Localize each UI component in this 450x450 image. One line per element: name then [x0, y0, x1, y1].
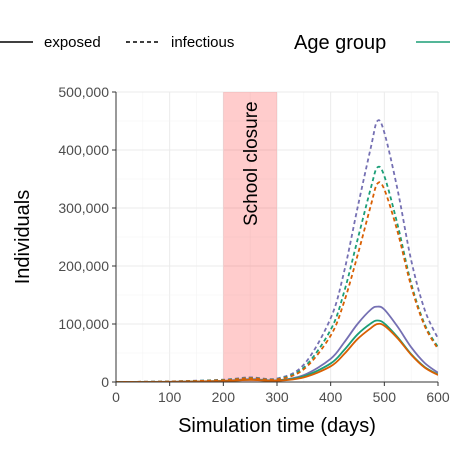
x-tick-label: 600 — [426, 389, 450, 405]
school-closure-band — [223, 92, 277, 382]
y-tick-label: 300,000 — [58, 200, 109, 216]
series-line-orange-infectious — [116, 181, 438, 382]
y-tick-label: 100,000 — [58, 316, 109, 332]
y-tick-label: 500,000 — [58, 84, 109, 100]
legend-label-exposed: exposed — [44, 34, 101, 51]
x-tick-label: 0 — [112, 389, 120, 405]
legend-label-infectious: infectious — [171, 34, 234, 51]
y-tick-label: 200,000 — [58, 258, 109, 274]
x-tick-label: 500 — [373, 389, 397, 405]
x-axis-ticks: 0 100 200 300 400 500 600 — [112, 382, 450, 405]
series-line-purple-infectious — [116, 119, 438, 382]
legend: exposed infectious Age group — [0, 32, 450, 54]
school-closure-label: School closure — [241, 101, 262, 226]
y-axis-ticks: 0 100,000 200,000 300,000 400,000 500,000 — [58, 84, 116, 390]
y-axis-title: Individuals — [12, 190, 34, 285]
y-tick-label: 400,000 — [58, 142, 109, 158]
x-axis-title: Simulation time (days) — [178, 415, 376, 437]
legend-title-age-group: Age group — [294, 32, 386, 54]
x-tick-label: 400 — [319, 389, 343, 405]
series-layer — [116, 119, 438, 382]
x-tick-label: 100 — [158, 389, 182, 405]
grid — [115, 91, 439, 383]
y-tick-label: 0 — [101, 374, 109, 390]
x-tick-label: 300 — [265, 389, 289, 405]
series-line-orange-exposed — [116, 322, 438, 382]
x-tick-label: 200 — [212, 389, 236, 405]
